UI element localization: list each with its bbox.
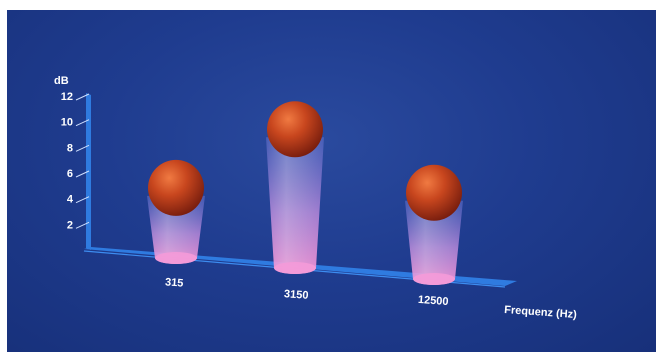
bar-12500 <box>405 164 463 285</box>
bar-base <box>413 273 455 285</box>
y-tick-label: 8 <box>67 142 73 154</box>
bar-column-highlight <box>405 200 463 285</box>
bars <box>147 101 463 285</box>
x-tick-label: 3150 <box>284 288 309 302</box>
chart-panel <box>7 10 656 352</box>
y-tick-label: 2 <box>67 219 73 231</box>
y-tick-mark <box>75 170 90 178</box>
x-tick-label: 12500 <box>418 294 449 308</box>
bar-top-sphere <box>267 101 323 158</box>
bar-base <box>155 252 197 264</box>
x-axis-label: Frequenz (Hz) <box>504 304 578 321</box>
y-tick-label: 6 <box>67 168 73 180</box>
bar-top-sphere <box>148 159 204 216</box>
y-tick-mark <box>75 93 90 101</box>
bar-3150 <box>266 101 324 274</box>
bar-column-highlight <box>147 195 205 264</box>
y-tick-label: 10 <box>61 117 73 129</box>
y-tick-mark <box>75 119 90 127</box>
y-ticks: 2 4 6 8 10 12 <box>61 91 90 231</box>
bar-top-sphere <box>406 164 462 221</box>
bar-column-highlight <box>266 137 324 274</box>
y-tick-mark <box>75 144 90 152</box>
x-ticks: 315 3150 12500 <box>165 276 449 308</box>
x-tick-label: 315 <box>165 276 184 289</box>
bar-315 <box>147 159 205 264</box>
y-tick-mark <box>75 221 90 229</box>
y-tick-label: 4 <box>67 194 74 206</box>
bar-base <box>274 262 316 274</box>
y-tick-mark <box>75 196 90 204</box>
y-axis-label: dB <box>54 75 69 87</box>
y-tick-label: 12 <box>61 91 73 103</box>
